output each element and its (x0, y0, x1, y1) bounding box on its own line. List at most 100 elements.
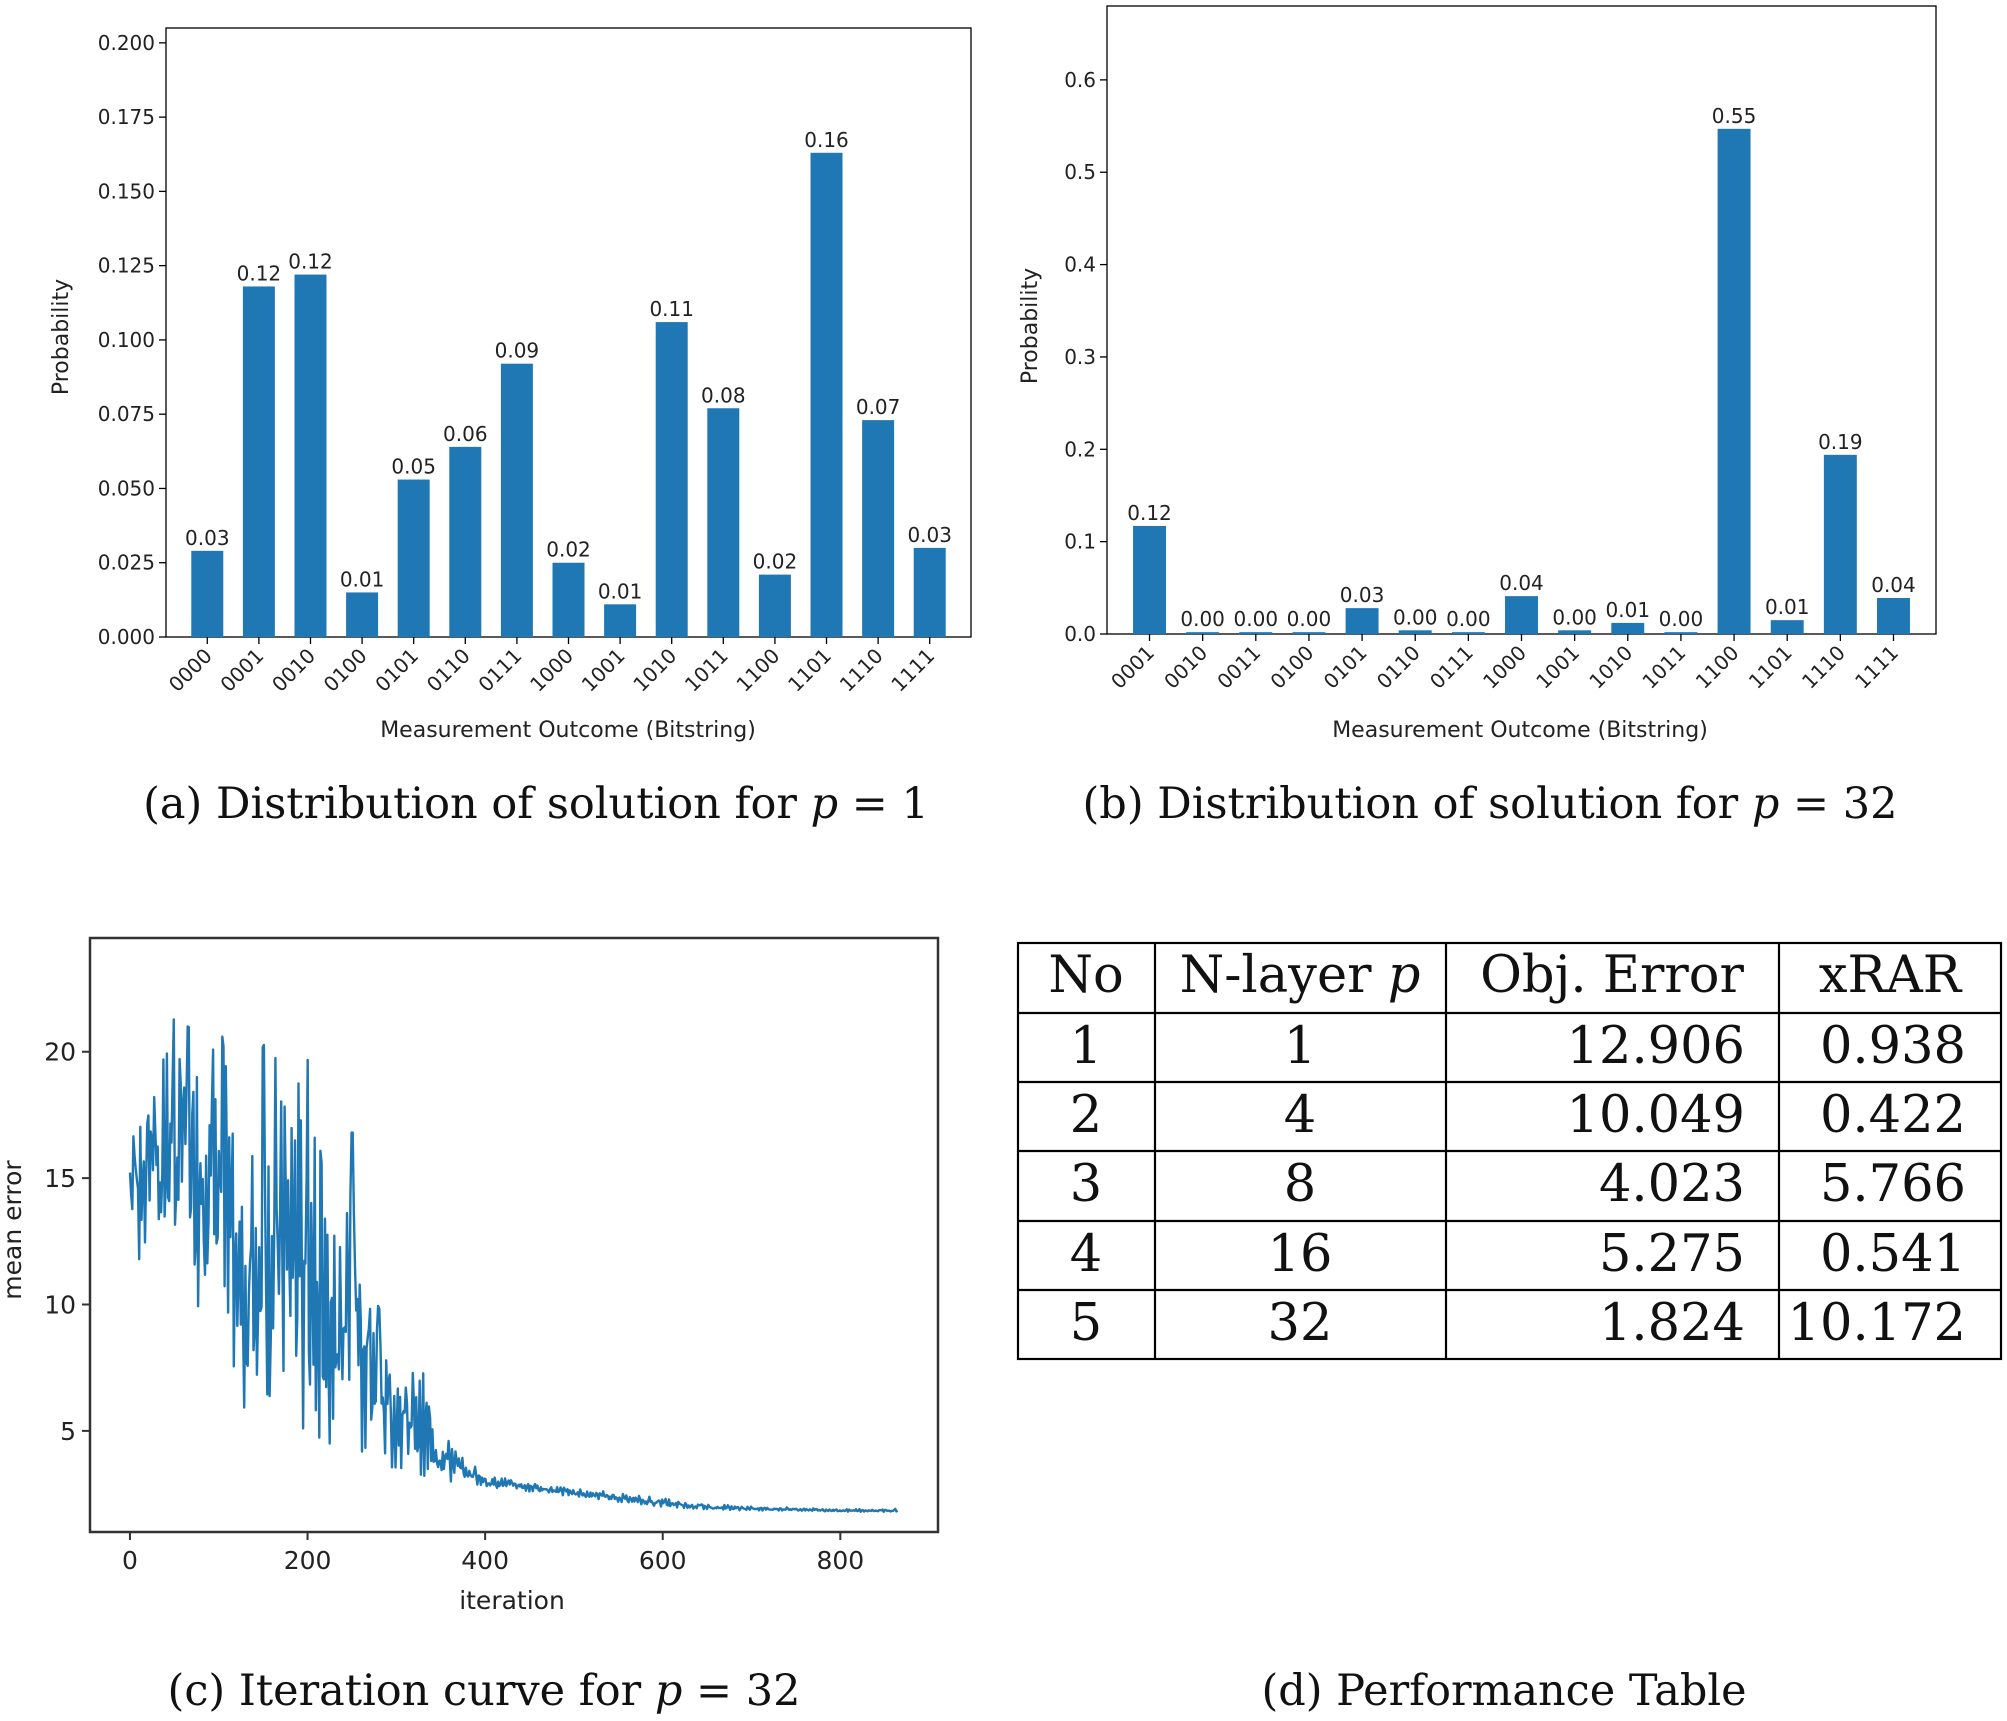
chart-a-xtick-label: 1110 (835, 644, 888, 697)
chart-b-xtick-label: 0101 (1319, 641, 1372, 694)
chart-a-ytick-label: 0.200 (98, 31, 155, 55)
chart-b-ytick-label: 0.4 (1064, 253, 1096, 277)
caption-a-var: p (811, 779, 839, 829)
chart-a-ytick-label: 0.075 (98, 402, 155, 426)
chart-a: 0.000 0.025 0.050 0.075 0.100 0.125 0.150 0.175… (49, 27, 972, 829)
chart-b-bar (1877, 597, 1910, 634)
chart-b-xtick-label: 1010 (1584, 641, 1637, 694)
caption-b-var: p (1752, 779, 1780, 829)
table-cell-obj-error: 1.824 (1599, 1294, 1745, 1353)
chart-a-xtick-label: 1101 (783, 644, 836, 697)
chart-b-ytick-label: 0.5 (1064, 160, 1096, 184)
chart-a-bar (604, 604, 637, 637)
chart-b-bar (1823, 454, 1857, 634)
chart-b-bar (1239, 632, 1273, 634)
caption-c: (c) Iteration curve for p = 32 (168, 1666, 801, 1716)
chart-b: 0.0 0.1 0.2 0.3 0.4 0.5 0.6 0.12 0.00 0.00 0.00 0.… (1018, 5, 1937, 829)
chart-a-ytick-label: 0.125 (98, 254, 155, 278)
chart-b-bar-label: 0.04 (1871, 573, 1916, 597)
chart-a-xtick-label: 0101 (370, 644, 423, 697)
table-header-no: No (1048, 946, 1123, 1005)
caption-a-suffix: = 1 (852, 779, 929, 829)
chart-a-bar (242, 286, 275, 637)
table-row: 2 4 10.049 0.422 (1070, 1086, 1966, 1145)
chart-a-bar-label: 0.06 (443, 422, 488, 446)
table-cell-xrar: 10.172 (1788, 1294, 1966, 1353)
chart-b-bar (1770, 620, 1804, 634)
chart-b-bar (1664, 632, 1698, 634)
chart-a-xtick-label: 1010 (628, 644, 681, 697)
table-row: 1 1 12.906 0.938 (1070, 1017, 1966, 1076)
chart-a-bar-label: 0.16 (804, 128, 849, 152)
table-header-nlayer-label: N-layer (1180, 946, 1373, 1005)
chart-a-xtick-label: 1011 (680, 644, 733, 697)
table-row: 4 16 5.275 0.541 (1070, 1225, 1966, 1284)
table-cell-no: 5 (1070, 1294, 1102, 1353)
chart-c-ylabel: mean error (0, 1160, 27, 1300)
caption-b: (b) Distribution of solution for p = 32 (1083, 779, 1898, 829)
caption-a-prefix: (a) Distribution of solution for (143, 779, 797, 829)
chart-a-bar (191, 550, 224, 637)
table-cell-nlayer: 16 (1268, 1225, 1333, 1284)
chart-a-xtick-label: 0001 (215, 644, 268, 697)
table-header-obj-error: Obj. Error (1480, 946, 1744, 1005)
table-cell-nlayer: 32 (1268, 1294, 1333, 1353)
table-header-nlayer: N-layer p (1180, 946, 1421, 1005)
chart-a-xtick-label: 1001 (577, 644, 630, 697)
chart-a-bar (913, 547, 946, 637)
table-cell-obj-error: 4.023 (1599, 1155, 1745, 1214)
table-cell-no: 4 (1070, 1225, 1102, 1284)
chart-b-bar-label: 0.04 (1499, 571, 1544, 595)
chart-a-ytick-label: 0.000 (98, 625, 155, 649)
chart-b-bar (1558, 630, 1592, 634)
chart-b-ytick-label: 0.3 (1064, 345, 1096, 369)
chart-a-ytick-label: 0.100 (98, 328, 155, 352)
chart-c-xtick-label: 400 (461, 1546, 509, 1575)
chart-a-bar (294, 274, 327, 637)
chart-b-xtick-label: 1000 (1478, 641, 1531, 694)
table-header-xrar: xRAR (1819, 946, 1963, 1005)
chart-a-bar (810, 152, 843, 637)
chart-b-bar-label: 0.00 (1552, 605, 1597, 629)
chart-b-bar (1451, 632, 1485, 634)
chart-a-xtick-label: 0100 (319, 644, 372, 697)
table-cell-nlayer: 1 (1284, 1017, 1316, 1076)
chart-b-bar (1717, 128, 1751, 634)
chart-a-ytick-label: 0.025 (98, 551, 155, 575)
table-cell-obj-error: 10.049 (1567, 1086, 1745, 1145)
chart-a-bar-label: 0.11 (649, 297, 694, 321)
chart-b-bar (1611, 622, 1645, 634)
chart-a-bar-label: 0.01 (598, 579, 643, 603)
caption-b-prefix: (b) Distribution of solution for (1083, 779, 1739, 829)
table-cell-obj-error: 5.275 (1599, 1225, 1745, 1284)
chart-a-bar (552, 562, 585, 637)
chart-c-ytick-label: 10 (44, 1291, 76, 1320)
caption-c-suffix: = 32 (696, 1666, 800, 1716)
chart-b-bar-label: 0.00 (1287, 607, 1332, 631)
chart-b-xtick-label: 1101 (1744, 641, 1797, 694)
chart-b-bar-label: 0.00 (1393, 605, 1438, 629)
chart-c-ytick-label: 15 (44, 1164, 76, 1193)
chart-c-xlabel: iteration (459, 1586, 565, 1615)
performance-table: No N-layer p Obj. Error xRAR 1 1 12.906 0.9… (1016, 941, 2003, 1716)
table-cell-no: 3 (1070, 1155, 1102, 1214)
chart-a-xtick-label: 1000 (525, 644, 578, 697)
table-cell-nlayer: 4 (1284, 1086, 1316, 1145)
chart-b-ylabel: Probability (1018, 268, 1043, 384)
chart-b-frame (1106, 5, 1937, 635)
table-cell-xrar: 0.541 (1820, 1225, 1966, 1284)
chart-b-ytick-label: 0.1 (1064, 530, 1096, 554)
chart-c-ytick-label: 20 (44, 1038, 76, 1067)
caption-c-var: p (655, 1666, 683, 1716)
chart-a-bar (707, 408, 740, 637)
chart-a-bar-label: 0.03 (185, 526, 230, 550)
chart-b-xtick-label: 1100 (1691, 641, 1744, 694)
chart-a-bar-label: 0.07 (856, 395, 901, 419)
chart-b-xtick-label: 1111 (1850, 641, 1903, 694)
chart-c-line (128, 1018, 899, 1513)
chart-b-bar (1345, 608, 1379, 634)
chart-a-ytick-label: 0.050 (98, 476, 155, 500)
chart-b-bar-label: 0.00 (1446, 607, 1491, 631)
chart-a-xtick-label: 1111 (886, 644, 939, 697)
table-row: 3 8 4.023 5.766 (1070, 1155, 1966, 1214)
